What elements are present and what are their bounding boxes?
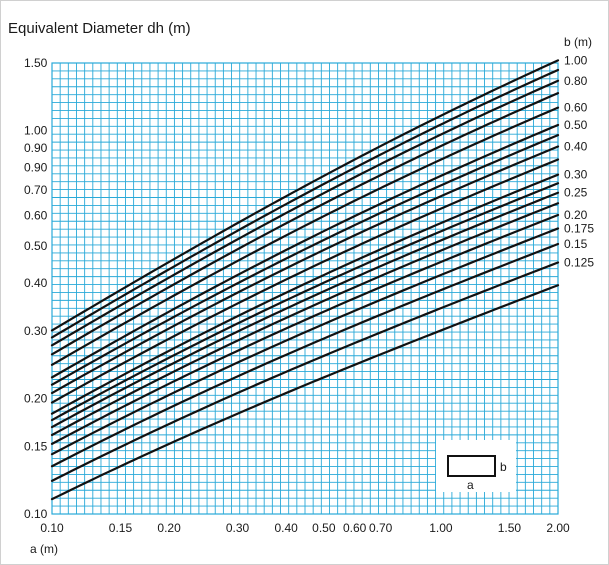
curve-label: 0.125: [564, 256, 594, 270]
x-tick-label: 0.70: [369, 521, 393, 535]
plot-border: [51, 62, 559, 515]
curve-b-0.225: [50, 202, 560, 437]
x-tick-label: 0.10: [40, 521, 64, 535]
inset-a-label: a: [467, 478, 474, 492]
inset-background: [436, 440, 516, 492]
y-tick-label: 0.30: [24, 324, 48, 338]
curve-label: 0.30: [564, 168, 588, 182]
curve-label: 0.80: [564, 74, 588, 88]
x-tick-label: 0.15: [109, 521, 133, 535]
curve-b-0.1: [50, 284, 560, 501]
y-tick-label: 0.10: [24, 507, 48, 521]
curve-b-0.45: [50, 134, 560, 386]
curve-label: 0.50: [564, 118, 588, 132]
y-tick-label: 1.00: [24, 124, 48, 138]
curve-label: 1.00: [564, 53, 588, 67]
curve-b-0.35: [50, 158, 560, 404]
y-tick-label: 0.20: [24, 392, 48, 406]
chart-title: Equivalent Diameter dh (m): [8, 20, 191, 37]
curve-b-0.15: [50, 242, 560, 468]
curve-b-0.125: [50, 261, 560, 482]
curve-b-0.25: [50, 191, 560, 429]
curves: [50, 59, 560, 501]
curve-b-0.4: [50, 145, 560, 395]
curve-b-0.175: [50, 227, 560, 456]
curve-b-0.6: [50, 106, 560, 366]
curve-b-0.3: [50, 173, 560, 415]
curve-label: 0.40: [564, 140, 588, 154]
inset-b-label: b: [500, 460, 507, 474]
x-tick-label: 0.40: [274, 521, 298, 535]
y-tick-label: 0.90: [24, 161, 48, 175]
curve-labels: 1.00 0.80 0.60 0.50 0.40 0.30 0.25 0.200.175 0.1…: [564, 53, 594, 269]
b-axis-label: b (m): [564, 35, 592, 49]
x-tick-label: 0.60: [343, 521, 367, 535]
x-axis-label: a (m): [30, 542, 58, 556]
curve-b-0.2: [50, 213, 560, 445]
y-tick-label: 0.15: [24, 439, 48, 453]
x-tick-label: 2.00: [546, 521, 570, 535]
duct-inset: b a: [436, 440, 516, 492]
curve-b-0.8: [50, 79, 560, 347]
y-tick-label: 0.90: [24, 141, 48, 155]
curve-label: 0.175: [564, 221, 594, 235]
curve-label: 0.25: [564, 186, 588, 200]
x-tick-label: 1.00: [429, 521, 453, 535]
y-tick-label: 0.50: [24, 239, 48, 253]
curve-label: 0.15: [564, 237, 588, 251]
x-tick-label: 0.20: [157, 521, 181, 535]
x-tick-label: 0.50: [312, 521, 336, 535]
tick-labels: 0.10 0.15 0.20 0.30 0.40 0.50 0.60 0.70 1.00 1.50…: [24, 56, 570, 535]
curve-b-0.5: [50, 123, 560, 379]
y-tick-label: 0.70: [24, 183, 48, 197]
curve-label: 0.20: [564, 208, 588, 222]
duct-rectangle-icon: [447, 455, 496, 477]
curve-b-1: [50, 59, 560, 332]
curve-label: 0.60: [564, 101, 588, 115]
y-tick-label: 0.40: [24, 276, 48, 290]
y-tick-label: 1.50: [24, 56, 48, 70]
curve-b-0.7: [50, 92, 560, 356]
x-tick-label: 0.30: [226, 521, 250, 535]
curve-b-0.275: [50, 182, 560, 422]
curve-b-0.9: [50, 68, 560, 339]
y-tick-label: 0.60: [24, 209, 48, 223]
x-tick-label: 1.50: [498, 521, 522, 535]
